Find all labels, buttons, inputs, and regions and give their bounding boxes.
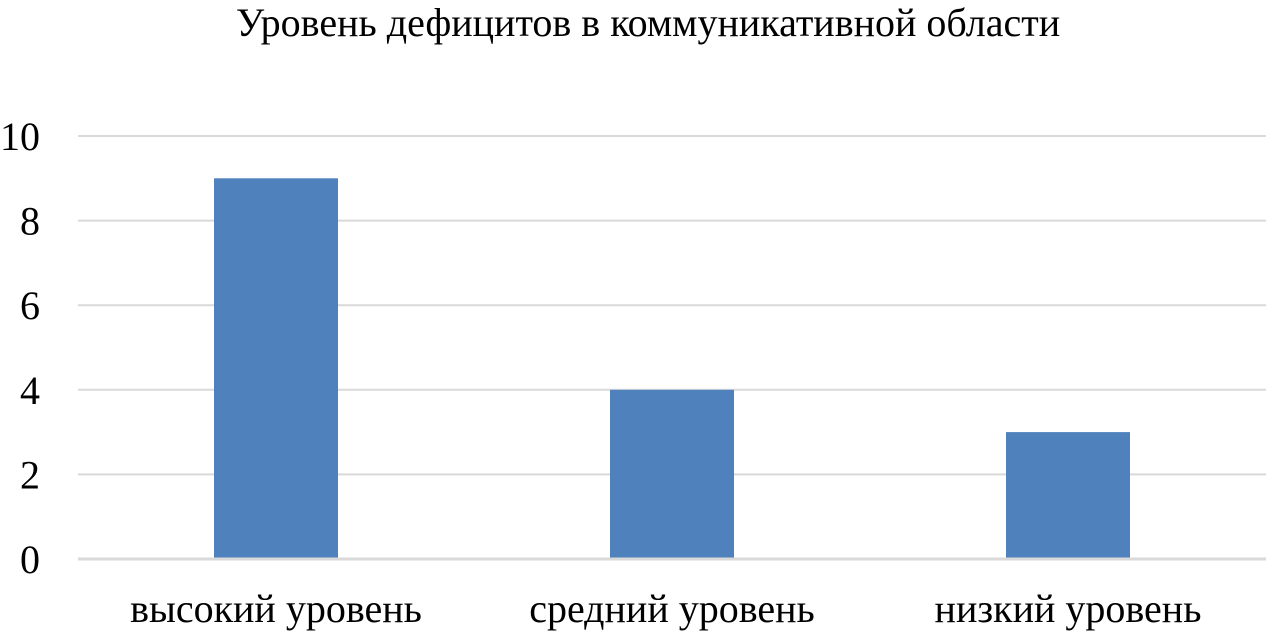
bar	[1006, 432, 1130, 559]
x-tick-label: высокий уровень	[130, 586, 422, 631]
x-tick-label: средний уровень	[529, 586, 815, 631]
y-tick-labels: 0 2 4 6 8 10	[0, 114, 40, 582]
x-tick-labels: высокий уровень средний уровень низкий уро…	[130, 586, 1201, 631]
x-tick-label: низкий уровень	[935, 586, 1202, 631]
y-tick-label: 4	[20, 368, 40, 413]
y-tick-label: 10	[0, 114, 40, 159]
y-tick-label: 8	[20, 199, 40, 244]
bar	[610, 389, 734, 559]
y-tick-label: 6	[20, 283, 40, 328]
chart-title: Уровень дефицитов в коммуникативной обла…	[235, 0, 1061, 45]
bars	[214, 178, 1130, 560]
y-tick-label: 2	[20, 452, 40, 497]
bar	[214, 178, 338, 560]
y-tick-label: 0	[20, 537, 40, 582]
